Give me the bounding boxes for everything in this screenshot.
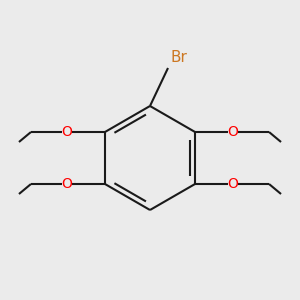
Text: O: O <box>61 177 72 191</box>
Text: O: O <box>228 177 238 191</box>
Text: O: O <box>228 125 238 139</box>
Text: Br: Br <box>171 50 188 65</box>
Text: O: O <box>61 125 72 139</box>
